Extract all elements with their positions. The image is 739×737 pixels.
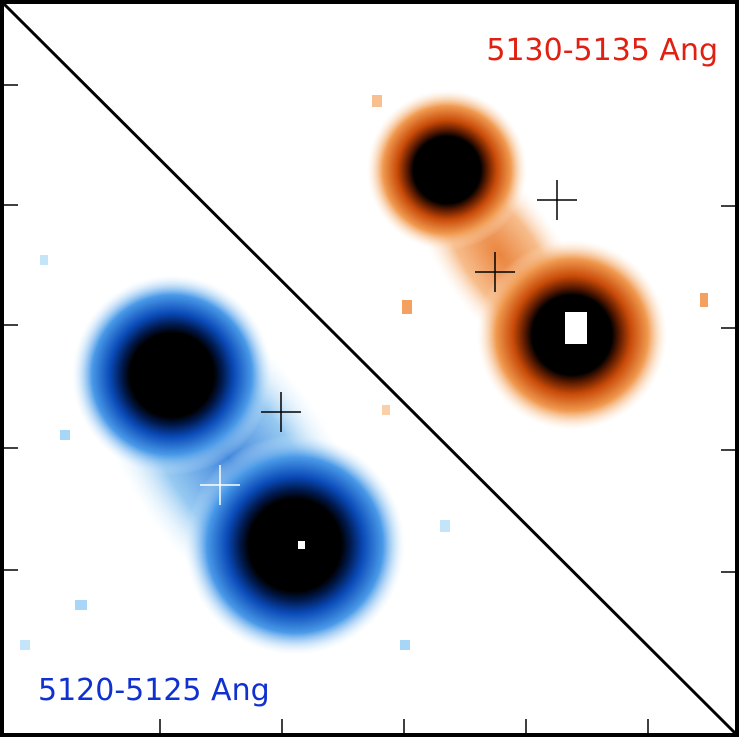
crosses-light <box>200 392 301 505</box>
crosses <box>475 180 577 292</box>
lower-left-label: 5120-5125 Ang <box>38 673 270 708</box>
orange-emission <box>367 90 708 430</box>
ticks <box>4 84 735 733</box>
blue-emission <box>20 255 450 655</box>
upper-right-label: 5130-5135 Ang <box>486 33 718 68</box>
